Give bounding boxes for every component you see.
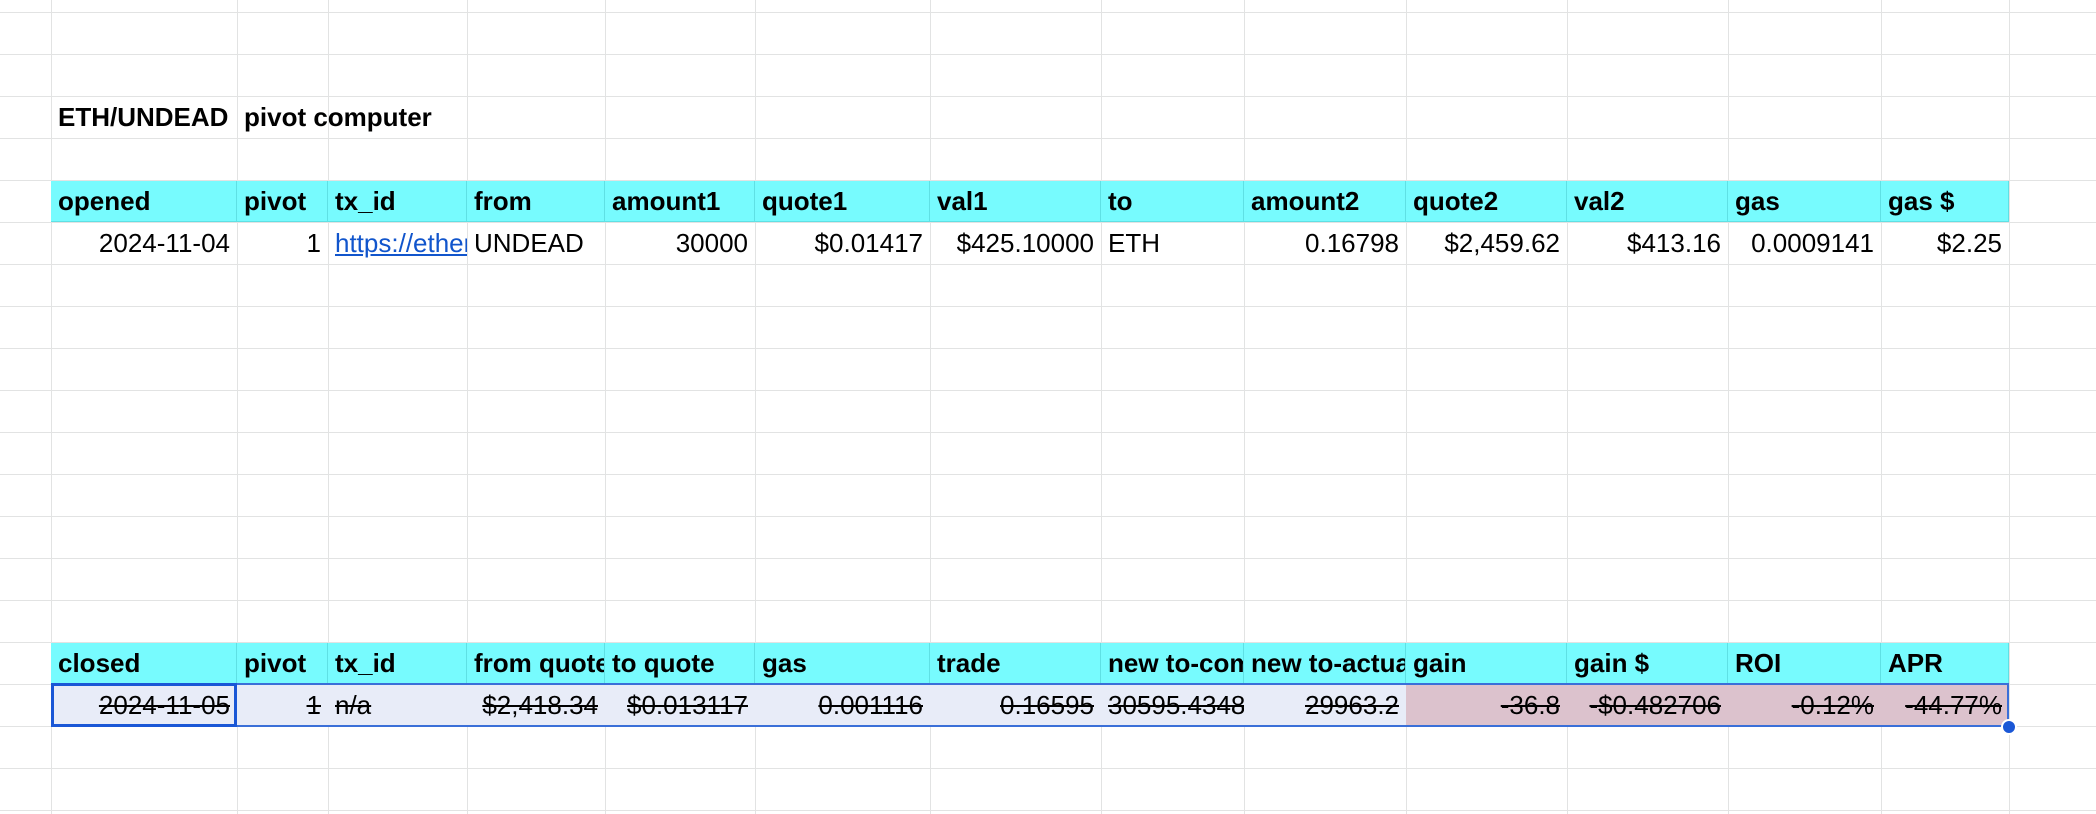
cell-opened-to[interactable]: ETH xyxy=(1108,228,1160,258)
gridline xyxy=(1728,0,1729,814)
gridline xyxy=(328,0,329,814)
cell-opened-pivot[interactable]: 1 xyxy=(306,228,321,258)
cell-opened-date[interactable]: 2024-11-04 xyxy=(98,228,230,258)
gridline xyxy=(2009,0,2010,814)
cell-closed-trade[interactable]: 0.16595 xyxy=(930,685,1101,726)
cell-closed-tx-id[interactable]: n/a xyxy=(328,685,467,726)
gridline xyxy=(0,516,2096,517)
cell-closed-roi[interactable]: -0.12% xyxy=(1728,685,1881,726)
gridline xyxy=(0,222,2096,223)
cell-opened-val2[interactable]: $413.16 xyxy=(1627,228,1721,258)
header-closed[interactable]: closed xyxy=(51,643,237,684)
cell-closed-new-to-actual[interactable]: 29963.2 xyxy=(1244,685,1406,726)
header-pivot[interactable]: pivot xyxy=(237,643,328,684)
header-quote1[interactable]: quote1 xyxy=(755,181,930,222)
header-apr[interactable]: APR xyxy=(1881,643,2009,684)
title-cell[interactable]: ETH/UNDEAD xyxy=(58,102,229,132)
gridline xyxy=(0,138,2096,139)
cell-opened-amount1[interactable]: 30000 xyxy=(675,228,748,258)
cell-closed-from-quote[interactable]: $2,418.34 xyxy=(467,685,605,726)
gridline xyxy=(0,600,2096,601)
gridline xyxy=(0,558,2096,559)
header-amount1[interactable]: amount1 xyxy=(605,181,755,222)
header-roi[interactable]: ROI xyxy=(1728,643,1881,684)
cell-closed-gas[interactable]: 0.001116 xyxy=(755,685,930,726)
gridline xyxy=(0,54,2096,55)
header-from-quote[interactable]: from quote xyxy=(467,643,605,684)
cell-closed-pivot[interactable]: 1 xyxy=(237,685,328,726)
gridline xyxy=(0,768,2096,769)
fill-handle-icon[interactable] xyxy=(2001,719,2017,735)
gridline xyxy=(755,0,756,814)
header-val2[interactable]: val2 xyxy=(1567,181,1728,222)
gridline xyxy=(0,474,2096,475)
cell-opened-amount2[interactable]: 0.16798 xyxy=(1305,228,1399,258)
header-opened[interactable]: opened xyxy=(51,181,237,222)
cell-opened-gas-usd[interactable]: $2.25 xyxy=(1936,228,2002,258)
header-val1[interactable]: val1 xyxy=(930,181,1101,222)
header-gain-usd[interactable]: gain $ xyxy=(1567,643,1728,684)
header-gain[interactable]: gain xyxy=(1406,643,1567,684)
header-tx-id[interactable]: tx_id xyxy=(328,643,467,684)
gridline xyxy=(0,306,2096,307)
cell-opened-tx-link[interactable]: https://etherscan.io/tx/ xyxy=(335,228,467,258)
cell-opened-from[interactable]: UNDEAD xyxy=(474,228,584,258)
cell-opened-val1[interactable]: $425.10000 xyxy=(956,228,1094,258)
subtitle-cell[interactable]: pivot computer xyxy=(244,102,432,132)
gridline xyxy=(1406,0,1407,814)
gridline xyxy=(930,0,931,814)
gridline xyxy=(0,642,2096,643)
header-to-quote[interactable]: to quote xyxy=(605,643,755,684)
header-new-to-computed[interactable]: new to-computed xyxy=(1101,643,1244,684)
gridline xyxy=(1567,0,1568,814)
cell-opened-quote2[interactable]: $2,459.62 xyxy=(1444,228,1560,258)
header-pivot[interactable]: pivot xyxy=(237,181,328,222)
cell-opened-gas[interactable]: 0.0009141 xyxy=(1751,228,1874,258)
cell-closed-date[interactable]: 2024-11-05 xyxy=(51,685,237,726)
gridline xyxy=(1101,0,1102,814)
cell-closed-gain-usd[interactable]: -$0.482706 xyxy=(1567,685,1728,726)
cell-closed-gain[interactable]: -36.8 xyxy=(1406,685,1567,726)
header-amount2[interactable]: amount2 xyxy=(1244,181,1406,222)
gridline xyxy=(0,348,2096,349)
cell-closed-apr[interactable]: -44.77% xyxy=(1881,685,2009,726)
header-trade[interactable]: trade xyxy=(930,643,1101,684)
gridline xyxy=(1881,0,1882,814)
gridline xyxy=(0,180,2096,181)
gridline xyxy=(0,432,2096,433)
gridline xyxy=(467,0,468,814)
header-to[interactable]: to xyxy=(1101,181,1244,222)
header-quote2[interactable]: quote2 xyxy=(1406,181,1567,222)
gridline xyxy=(0,810,2096,811)
gridline xyxy=(0,12,2096,13)
cell-opened-quote1[interactable]: $0.01417 xyxy=(814,228,923,258)
gridline xyxy=(237,0,238,814)
cell-closed-to-quote[interactable]: $0.013117 xyxy=(605,685,755,726)
cell-closed-new-to-computed[interactable]: 30595.4348 xyxy=(1101,685,1244,726)
gridline xyxy=(0,726,2096,727)
gridline xyxy=(605,0,606,814)
header-gas-usd[interactable]: gas $ xyxy=(1881,181,2009,222)
header-gas[interactable]: gas xyxy=(755,643,930,684)
header-from[interactable]: from xyxy=(467,181,605,222)
gridline xyxy=(0,96,2096,97)
gridline xyxy=(0,264,2096,265)
header-tx-id[interactable]: tx_id xyxy=(328,181,467,222)
gridline xyxy=(0,390,2096,391)
gridline xyxy=(51,0,52,814)
header-gas[interactable]: gas xyxy=(1728,181,1881,222)
gridline xyxy=(1244,0,1245,814)
header-new-to-actual[interactable]: new to-actual xyxy=(1244,643,1406,684)
